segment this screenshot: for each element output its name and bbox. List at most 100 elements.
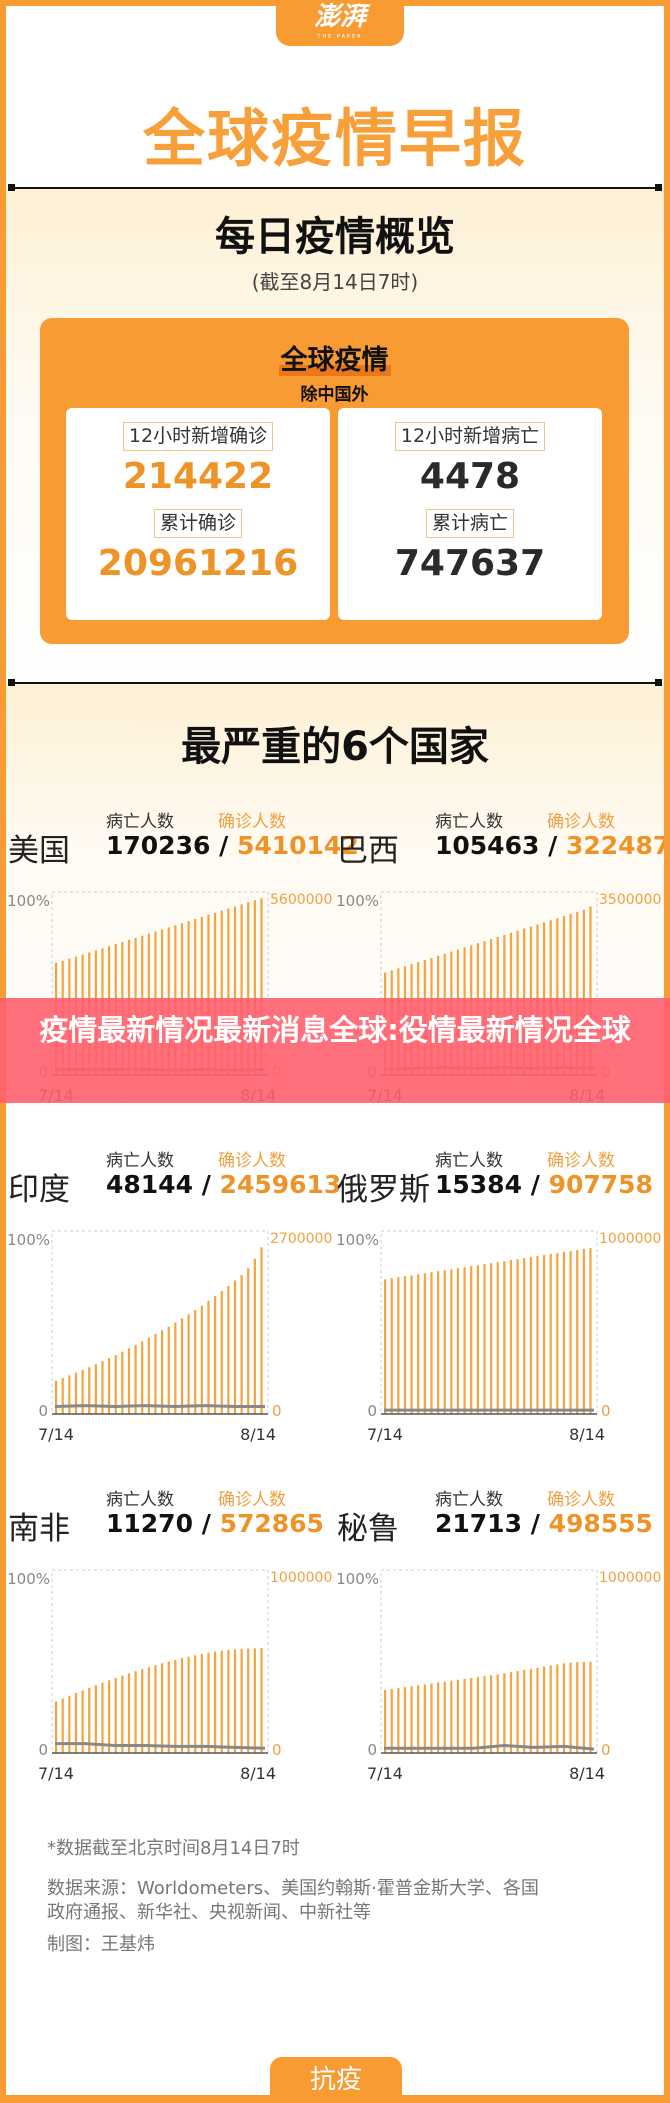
confirmed-bar bbox=[456, 1268, 460, 1414]
confirmed-bar bbox=[214, 912, 217, 1075]
deaths-line bbox=[384, 1744, 595, 1751]
chart-svg: 100% 0 1000000 0 7/14 8/14 bbox=[7, 1569, 332, 1783]
confirmed-bar bbox=[456, 1679, 460, 1753]
headline-banner[interactable]: 疫情最新情况最新消息全球:役情最新情况全球 bbox=[0, 998, 670, 1103]
confirmed-bar bbox=[134, 1671, 137, 1753]
confirmed-bar bbox=[200, 1305, 203, 1414]
confirmed-bar bbox=[443, 1681, 446, 1753]
right-axis-max-label: 3500000 bbox=[599, 892, 661, 908]
separator: / bbox=[548, 831, 558, 860]
deaths-card: 12小时新增病亡 4478 累计病亡 747637 bbox=[338, 408, 602, 620]
data-sources-line-1: 数据来源：Worldometers、美国约翰斯·霍普金斯大学、各国 bbox=[47, 1878, 539, 1899]
left-axis-max-label: 100% bbox=[7, 1570, 50, 1588]
confirmed-value: 572865 bbox=[219, 1509, 324, 1538]
confirmed-label: 确诊人数 bbox=[547, 812, 615, 832]
confirmed-bar bbox=[108, 1680, 111, 1753]
separator: / bbox=[530, 1170, 540, 1199]
confirmed-value: 498555 bbox=[548, 1509, 653, 1538]
country-name: 印度 bbox=[8, 1172, 70, 1208]
country-stats: 15384 / 907758 bbox=[435, 1170, 653, 1199]
confirmed-bar bbox=[187, 1314, 190, 1414]
confirmed-bar bbox=[529, 1668, 532, 1753]
country-name: 俄罗斯 bbox=[337, 1172, 430, 1208]
confirmed-bar bbox=[509, 1672, 513, 1753]
confirmed-bar bbox=[390, 1688, 393, 1753]
confirmed-bar bbox=[108, 1358, 111, 1414]
deaths-label: 病亡人数 bbox=[106, 1490, 174, 1510]
deaths-label: 病亡人数 bbox=[435, 1490, 503, 1510]
confirmed-bar bbox=[562, 916, 566, 1075]
logo-subtitle: THE PAPER bbox=[317, 34, 363, 40]
deaths-label: 病亡人数 bbox=[435, 812, 503, 832]
global-summary-box: 全球疫情 除中国外 12小时新增确诊 214422 累计确诊 20961216 … bbox=[40, 318, 629, 644]
confirmed-bar bbox=[161, 1663, 164, 1753]
confirmed-bar bbox=[490, 1263, 493, 1414]
x-start-label: 7/14 bbox=[38, 1764, 74, 1783]
confirmed-bar bbox=[74, 1692, 78, 1753]
left-axis-max-label: 100% bbox=[7, 1231, 50, 1249]
chart-svg: 100% 0 2700000 0 7/14 8/14 bbox=[7, 1230, 332, 1444]
confirmed-bar bbox=[227, 1285, 230, 1414]
confirmed-bar bbox=[450, 1680, 453, 1753]
global-summary-title-text: 全球疫情 bbox=[278, 345, 391, 376]
confirmed-bar bbox=[81, 1369, 84, 1414]
country-chart: 100% 0 1000000 0 7/14 8/14 bbox=[335, 1227, 670, 1452]
confirmed-bar bbox=[247, 1268, 250, 1414]
confirmed-bar bbox=[207, 1300, 210, 1414]
confirmed-bar bbox=[194, 1655, 197, 1753]
total-cases-label: 累计确诊 bbox=[153, 509, 242, 538]
confirmed-bar bbox=[260, 1247, 263, 1414]
country-name: 美国 bbox=[8, 833, 70, 869]
countries-title: 最严重的6个国家 bbox=[181, 724, 489, 770]
confirmed-bar bbox=[260, 898, 263, 1075]
confirmed-bar bbox=[207, 1652, 210, 1753]
confirmed-bar bbox=[496, 1262, 499, 1414]
confirmed-bar bbox=[81, 1690, 84, 1753]
confirmed-bar bbox=[180, 1318, 184, 1414]
confirmed-bar bbox=[200, 1653, 203, 1753]
country-stats: 48144 / 2459613 bbox=[106, 1170, 341, 1199]
confirmed-bar bbox=[114, 1355, 117, 1414]
confirmed-bar bbox=[127, 1673, 131, 1753]
confirmed-bar bbox=[450, 1269, 453, 1414]
right-axis-max-label: 1000000 bbox=[599, 1231, 661, 1247]
confirmed-bar bbox=[127, 1348, 131, 1414]
country-name: 秘鲁 bbox=[337, 1511, 399, 1547]
new-cases-label: 12小时新增确诊 bbox=[122, 422, 274, 451]
x-start-label: 7/14 bbox=[367, 1425, 403, 1444]
confirmed-bar bbox=[443, 1270, 446, 1414]
confirmed-bar bbox=[423, 1684, 426, 1753]
confirmed-bar bbox=[529, 1257, 532, 1414]
deaths-value: 170236 bbox=[106, 831, 211, 860]
confirmed-bar bbox=[397, 1688, 400, 1753]
separator: / bbox=[530, 1509, 540, 1538]
confirmed-bar bbox=[88, 1367, 91, 1414]
bottom-tab: 抗疫 bbox=[270, 2057, 402, 2103]
confirmed-bar bbox=[582, 1661, 585, 1753]
confirmed-bar bbox=[227, 1649, 230, 1753]
separator: / bbox=[201, 1170, 211, 1199]
separator: / bbox=[219, 831, 229, 860]
confirmed-bar bbox=[147, 1667, 150, 1753]
confirmed-bar bbox=[88, 1687, 91, 1753]
data-sources-line-2: 政府通报、新华社、央视新闻、中新社等 bbox=[47, 1902, 371, 1923]
confirmed-bar bbox=[589, 906, 592, 1075]
confirmed-bar bbox=[503, 1673, 506, 1753]
confirmed-value: 2459613 bbox=[219, 1170, 342, 1199]
confirmed-bar bbox=[536, 1256, 539, 1414]
confirmed-bar bbox=[220, 1650, 223, 1753]
confirmed-bar bbox=[463, 1678, 466, 1753]
confirmed-bar bbox=[423, 1273, 426, 1414]
new-deaths-label: 12小时新增病亡 bbox=[394, 422, 546, 451]
confirmed-bar bbox=[154, 1334, 157, 1414]
confirmed-bar bbox=[253, 1648, 256, 1753]
confirmed-bar bbox=[543, 1255, 546, 1414]
confirmed-bar bbox=[417, 1274, 420, 1414]
confirmed-label: 确诊人数 bbox=[218, 812, 286, 832]
countries-background bbox=[0, 683, 670, 1783]
deaths-value: 48144 bbox=[106, 1170, 193, 1199]
confirmed-bar bbox=[121, 1675, 124, 1753]
confirmed-bar bbox=[233, 1649, 237, 1753]
confirmed-label: 确诊人数 bbox=[218, 1490, 286, 1510]
confirmed-bar bbox=[214, 1651, 217, 1753]
